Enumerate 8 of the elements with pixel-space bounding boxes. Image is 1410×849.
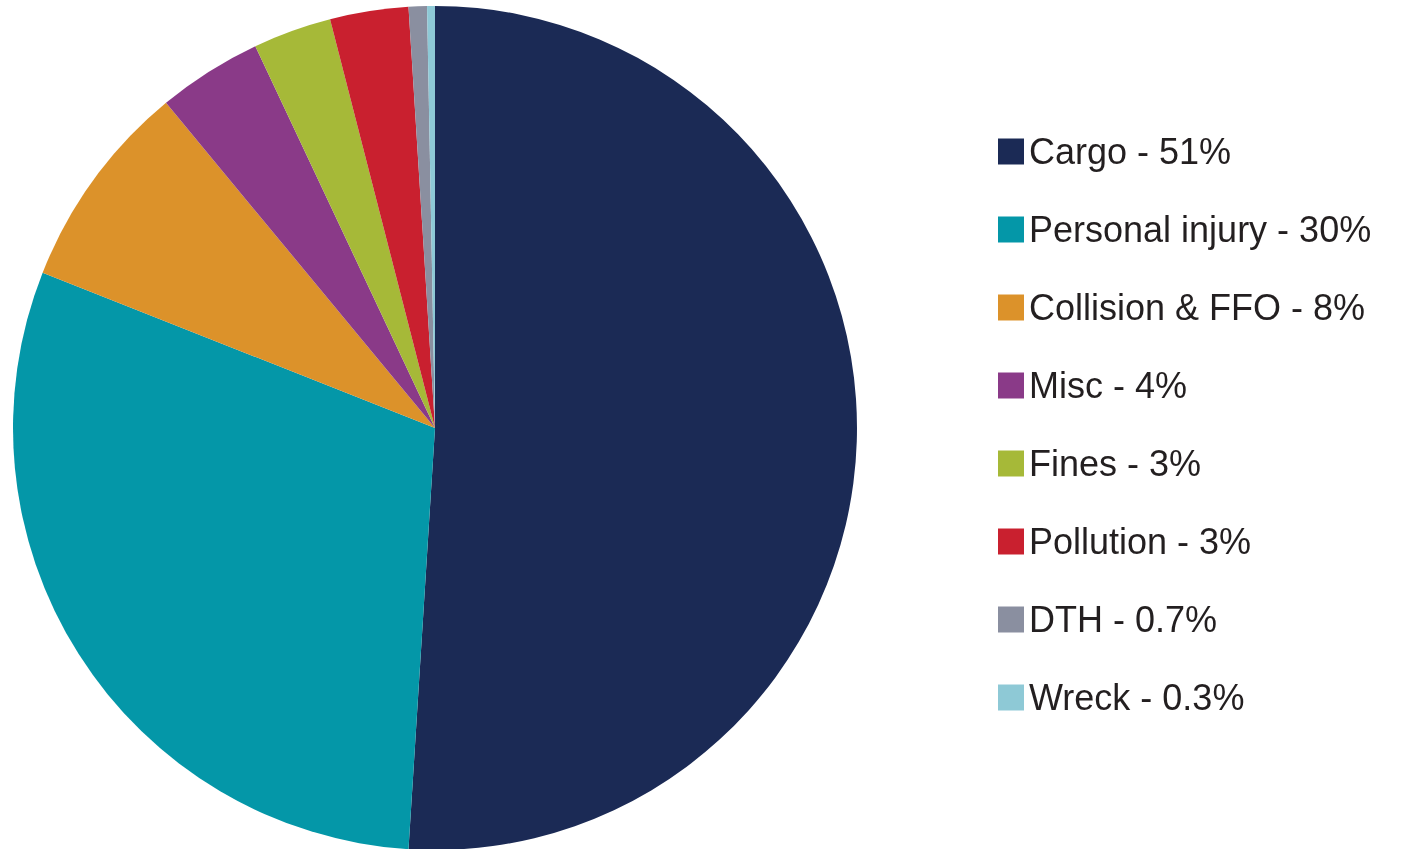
legend-label: Collision & FFO - 8% bbox=[1029, 287, 1366, 328]
legend-label: Wreck - 0.3% bbox=[1029, 677, 1245, 718]
legend-label: Personal injury - 30% bbox=[1029, 209, 1372, 250]
legend-label: Pollution - 3% bbox=[1029, 521, 1252, 562]
legend-label: Misc - 4% bbox=[1029, 365, 1188, 406]
legend-label: Cargo - 51% bbox=[1029, 131, 1232, 172]
legend-label: DTH - 0.7% bbox=[1029, 599, 1218, 640]
legend-label: Fines - 3% bbox=[1029, 443, 1202, 484]
